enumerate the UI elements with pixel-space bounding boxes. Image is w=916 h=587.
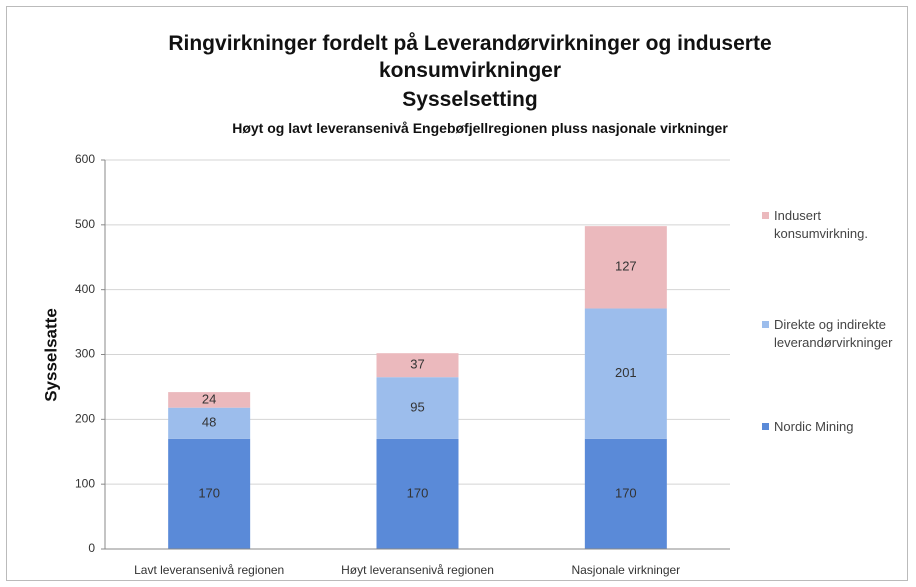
legend-swatch <box>762 212 769 219</box>
data-label: 201 <box>615 365 637 380</box>
chart-subtitle: Høyt og lavt leveransenivå Engebøfjellre… <box>232 120 728 136</box>
y-axis-label: Sysselsatte <box>41 308 60 402</box>
bar-segment <box>168 438 251 549</box>
chart-subtitle: Sysselsetting <box>402 88 538 111</box>
y-tick-label: 200 <box>75 412 95 426</box>
y-tick-label: 600 <box>75 152 95 166</box>
bar-segment <box>376 377 459 439</box>
y-tick-label: 400 <box>75 282 95 296</box>
data-label: 37 <box>410 357 424 372</box>
bar-segment <box>584 226 667 309</box>
y-tick-label: 500 <box>75 217 95 231</box>
y-tick-label: 0 <box>88 541 95 555</box>
legend-item: Nordic Mining <box>762 418 907 436</box>
data-label: 127 <box>615 259 637 274</box>
legend-label: Indusert konsumvirkning. <box>774 208 868 241</box>
bar-segment <box>376 438 459 549</box>
bar-segment <box>168 392 251 408</box>
legend-label: Direkte og indirekte leverandørvirkninge… <box>774 317 893 350</box>
x-tick-label: Lavt leveransenivå regionen <box>134 563 284 577</box>
data-label: 170 <box>198 485 220 500</box>
x-tick-label: Nasjonale virkninger <box>571 563 680 577</box>
bar-segment <box>584 438 667 549</box>
data-label: 95 <box>410 399 424 414</box>
legend-item: Indusert konsumvirkning. <box>762 207 907 243</box>
legend-label: Nordic Mining <box>774 419 854 434</box>
chart-title: Ringvirkninger fordelt på Leverandørvirk… <box>168 32 772 82</box>
data-label: 48 <box>202 415 216 430</box>
bar-segment <box>168 407 251 439</box>
legend-swatch <box>762 423 769 430</box>
legend-swatch <box>762 321 769 328</box>
y-tick-label: 300 <box>75 347 95 361</box>
legend-item: Direkte og indirekte leverandørvirkninge… <box>762 316 907 352</box>
data-label: 24 <box>202 391 216 406</box>
bar-segment <box>376 353 459 378</box>
y-tick-label: 100 <box>75 476 95 490</box>
data-label: 170 <box>407 485 429 500</box>
data-label: 170 <box>615 485 637 500</box>
chart-border <box>6 6 908 581</box>
bar-segment <box>584 308 667 439</box>
x-tick-label: Høyt leveransenivå regionen <box>341 563 494 577</box>
